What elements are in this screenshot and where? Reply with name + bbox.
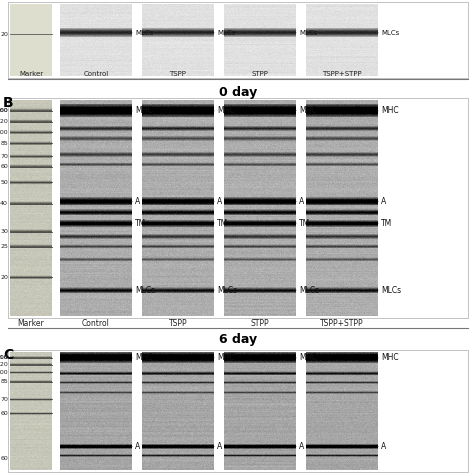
Text: 0 day: 0 day [219,85,257,99]
Text: Control: Control [82,319,110,328]
Text: Marker: Marker [18,319,45,328]
Text: 110: 110 [0,356,8,360]
Text: A: A [378,197,386,206]
Text: MHC: MHC [132,106,153,115]
Text: 60: 60 [0,164,8,170]
Text: TSPP+STPP: TSPP+STPP [322,71,362,77]
Text: 85: 85 [0,141,8,146]
Text: TM: TM [214,219,228,228]
Text: 200: 200 [0,356,8,360]
Text: 25: 25 [0,245,8,249]
Text: 120: 120 [0,363,8,367]
Text: MHC: MHC [132,354,153,363]
Text: 70: 70 [0,154,8,159]
Text: MHC: MHC [378,106,399,115]
Text: MHC: MHC [214,106,235,115]
Text: Marker: Marker [19,71,43,77]
Text: C: C [3,348,13,362]
Text: MHC: MHC [214,354,235,363]
Text: TM: TM [132,219,146,228]
Text: MLCs: MLCs [378,30,399,36]
Text: A: A [378,442,386,451]
Text: 60: 60 [0,411,8,416]
Text: 100: 100 [0,130,8,135]
Text: TSPP+STPP: TSPP+STPP [320,319,364,328]
Text: STPP: STPP [251,319,269,328]
Text: 50: 50 [0,180,8,184]
Text: TM: TM [378,219,392,228]
Bar [8,98,468,318]
Text: 85: 85 [0,379,8,384]
Text: A: A [296,442,304,451]
Text: MLCs: MLCs [378,285,401,294]
Text: TSPP: TSPP [170,71,186,77]
Bar [8,350,468,472]
Text: A: A [214,197,222,206]
Text: 30: 30 [0,229,8,234]
Text: MLCs: MLCs [214,285,237,294]
Text: 6 day: 6 day [219,334,257,346]
Text: 20: 20 [0,32,8,37]
Text: MLCs: MLCs [214,30,235,36]
Text: MLCs: MLCs [132,30,153,36]
Text: 60: 60 [0,456,8,461]
Bar [8,2,468,78]
Text: 70: 70 [0,397,8,401]
Text: MHC: MHC [296,354,317,363]
Bar [10,4,52,76]
Text: 200: 200 [0,108,8,113]
Text: TM: TM [296,219,310,228]
Bar [10,352,52,470]
Text: STPP: STPP [252,71,268,77]
Text: Control: Control [83,71,109,77]
Text: A: A [132,442,140,451]
Text: MLCs: MLCs [296,285,319,294]
Bar [10,100,52,316]
Text: MLCs: MLCs [296,30,317,36]
Text: MLCs: MLCs [132,285,155,294]
Text: B: B [3,96,14,110]
Text: MHC: MHC [296,106,317,115]
Text: 100: 100 [0,370,8,374]
Text: TSPP: TSPP [169,319,187,328]
Text: MHC: MHC [378,354,399,363]
Text: 20: 20 [0,274,8,280]
Text: 40: 40 [0,201,8,206]
Text: A: A [214,442,222,451]
Text: 120: 120 [0,119,8,124]
Text: 160: 160 [0,108,8,113]
Text: A: A [132,197,140,206]
Text: A: A [296,197,304,206]
